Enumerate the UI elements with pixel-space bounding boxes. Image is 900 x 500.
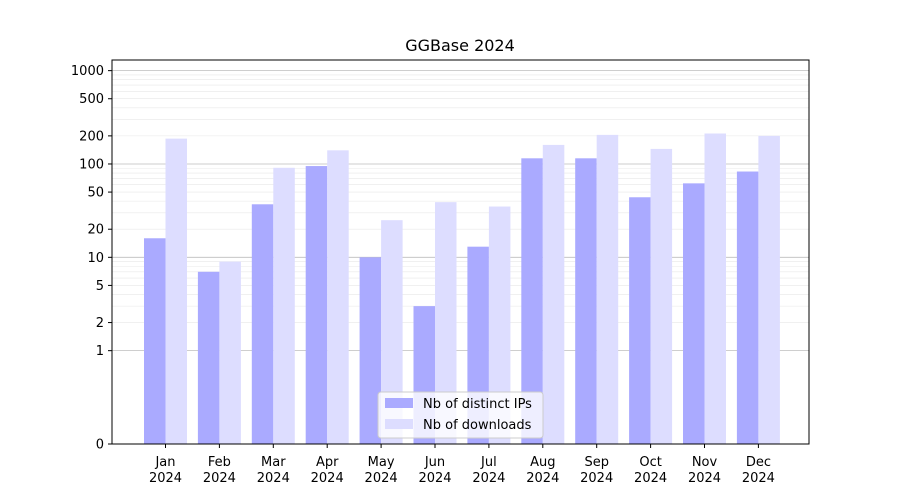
legend-swatch-distinct-ips xyxy=(385,398,413,408)
legend: Nb of distinct IPs Nb of downloads xyxy=(377,391,544,439)
bar-distinct-ips xyxy=(197,271,220,444)
x-tick-label-month: Aug xyxy=(530,455,555,470)
x-tick-label-year: 2024 xyxy=(418,471,451,486)
x-tick-label-month: Jan xyxy=(154,455,175,470)
bar-downloads xyxy=(165,138,187,444)
bar-downloads xyxy=(381,220,403,444)
x-tick-label-year: 2024 xyxy=(742,471,775,486)
bar-distinct-ips xyxy=(736,171,759,445)
bar-downloads xyxy=(650,148,673,444)
legend-box xyxy=(377,391,544,439)
x-tick-label-year: 2024 xyxy=(311,471,344,486)
bar-downloads xyxy=(488,206,511,444)
x-tick-label-year: 2024 xyxy=(472,471,505,486)
y-tick-label: 10 xyxy=(87,251,104,266)
bar-downloads xyxy=(542,144,565,444)
x-tick-label-year: 2024 xyxy=(257,471,290,486)
y-tick-label: 5 xyxy=(96,279,104,294)
y-axis: 0 1 2 5 10 20 50 100 200 500 1000 xyxy=(71,64,112,453)
y-tick-label: 1 xyxy=(96,344,104,359)
x-axis: Jan2024Feb2024Mar2024Apr2024May2024Jun20… xyxy=(149,444,775,486)
x-tick-label-year: 2024 xyxy=(688,471,721,486)
x-tick-label-month: Jul xyxy=(480,455,497,470)
legend-label-distinct-ips: Nb of distinct IPs xyxy=(423,397,532,412)
y-tick-label: 20 xyxy=(87,223,104,238)
y-tick-label: 100 xyxy=(79,157,104,172)
legend-swatch-downloads xyxy=(385,419,413,429)
bar-distinct-ips xyxy=(251,204,274,444)
x-tick-label-month: Mar xyxy=(261,455,286,470)
bar-downloads xyxy=(327,150,349,444)
x-tick-label-year: 2024 xyxy=(580,471,613,486)
y-tick-label: 0 xyxy=(96,438,104,453)
x-tick-label-year: 2024 xyxy=(526,471,559,486)
bar-downloads xyxy=(704,133,726,444)
x-tick-label-month: Jun xyxy=(424,455,445,470)
bar-distinct-ips xyxy=(575,158,597,444)
y-tick-label: 500 xyxy=(79,92,104,107)
legend-label-downloads: Nb of downloads xyxy=(423,418,532,433)
y-tick-label: 50 xyxy=(87,186,104,201)
x-tick-label-year: 2024 xyxy=(203,471,236,486)
bar-downloads xyxy=(219,261,241,444)
bar-distinct-ips xyxy=(144,238,166,444)
x-tick-label-month: Apr xyxy=(316,455,339,470)
x-tick-label-year: 2024 xyxy=(365,471,398,486)
bar-downloads xyxy=(435,202,457,444)
bar-downloads xyxy=(758,135,780,444)
bar-distinct-ips xyxy=(683,183,705,444)
x-tick-label-year: 2024 xyxy=(634,471,667,486)
y-tick-label: 1000 xyxy=(71,64,104,79)
x-tick-label-month: Feb xyxy=(208,455,231,470)
x-tick-label-year: 2024 xyxy=(149,471,182,486)
bar-distinct-ips xyxy=(521,158,543,444)
bar-distinct-ips xyxy=(629,197,651,444)
x-tick-label-month: Dec xyxy=(746,455,771,470)
x-tick-label-month: Oct xyxy=(639,455,661,470)
bar-downloads xyxy=(596,134,619,444)
bar-distinct-ips xyxy=(359,257,382,444)
x-tick-label-month: Nov xyxy=(692,455,718,470)
y-tick-label: 200 xyxy=(79,129,104,144)
x-tick-label-month: May xyxy=(368,455,395,470)
y-tick-label: 2 xyxy=(96,316,104,331)
chart-title: GGBase 2024 xyxy=(405,36,515,55)
x-tick-label-month: Sep xyxy=(584,455,609,470)
plot-frame xyxy=(111,59,810,445)
bar-downloads xyxy=(273,167,295,445)
bar-distinct-ips xyxy=(305,166,328,444)
